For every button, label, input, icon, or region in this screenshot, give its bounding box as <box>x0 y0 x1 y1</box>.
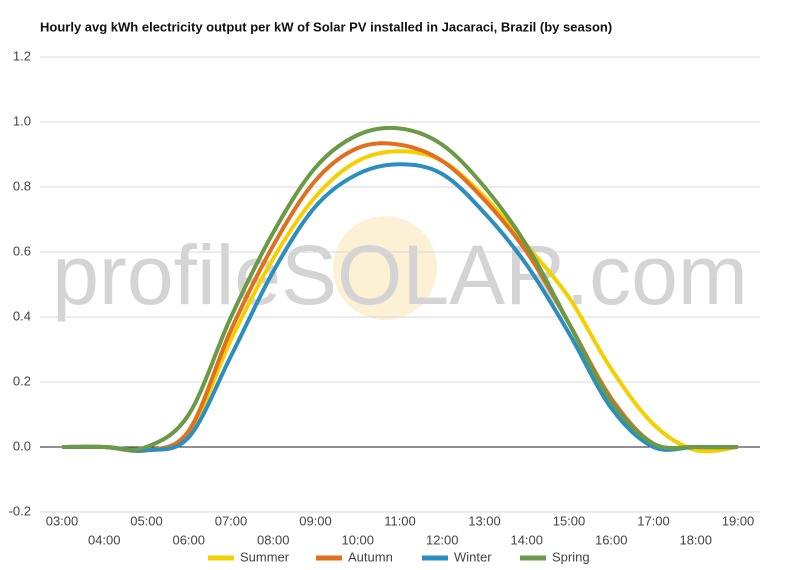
y-tick-label: -0.2 <box>9 503 31 518</box>
y-tick-label: 0.4 <box>13 308 31 323</box>
y-tick-label: 0.2 <box>13 373 31 388</box>
y-tick-label: 0.6 <box>13 243 31 258</box>
legend-label: Summer <box>240 549 290 564</box>
series-line <box>62 125 739 452</box>
x-tick-label: 15:00 <box>553 513 586 528</box>
x-tick-label: 17:00 <box>637 513 670 528</box>
x-tick-label: 19:00 <box>722 513 755 528</box>
x-tick-label: 14:00 <box>510 532 543 547</box>
y-tick-label: 0.8 <box>13 178 31 193</box>
legend-label: Spring <box>552 549 590 564</box>
x-tick-label: 07:00 <box>215 513 248 528</box>
y-tick-label: 1.0 <box>13 113 31 128</box>
chart-title: Hourly avg kWh electricity output per kW… <box>40 19 612 34</box>
x-tick-label: 10:00 <box>341 532 374 547</box>
x-tick-label: 06:00 <box>172 532 205 547</box>
x-tick-label: 11:00 <box>384 513 416 528</box>
watermark: profileSOLAR.com <box>52 228 748 322</box>
x-tick-label: 09:00 <box>299 513 332 528</box>
x-tick-label: 05:00 <box>130 513 163 528</box>
y-tick-label: 0.0 <box>13 438 31 453</box>
x-tick-label: 03:00 <box>46 513 79 528</box>
x-tick-label: 13:00 <box>468 513 501 528</box>
y-tick-label: 1.2 <box>13 48 31 63</box>
x-tick-label: 12:00 <box>426 532 459 547</box>
series-line <box>61 162 738 453</box>
watermark-sun <box>333 216 437 320</box>
legend-label: Autumn <box>348 549 393 564</box>
x-tick-label: 04:00 <box>88 532 121 547</box>
x-tick-label: 08:00 <box>257 532 290 547</box>
x-tick-label: 16:00 <box>595 532 628 547</box>
legend-label: Winter <box>454 549 492 564</box>
x-tick-label: 18:00 <box>679 532 712 547</box>
